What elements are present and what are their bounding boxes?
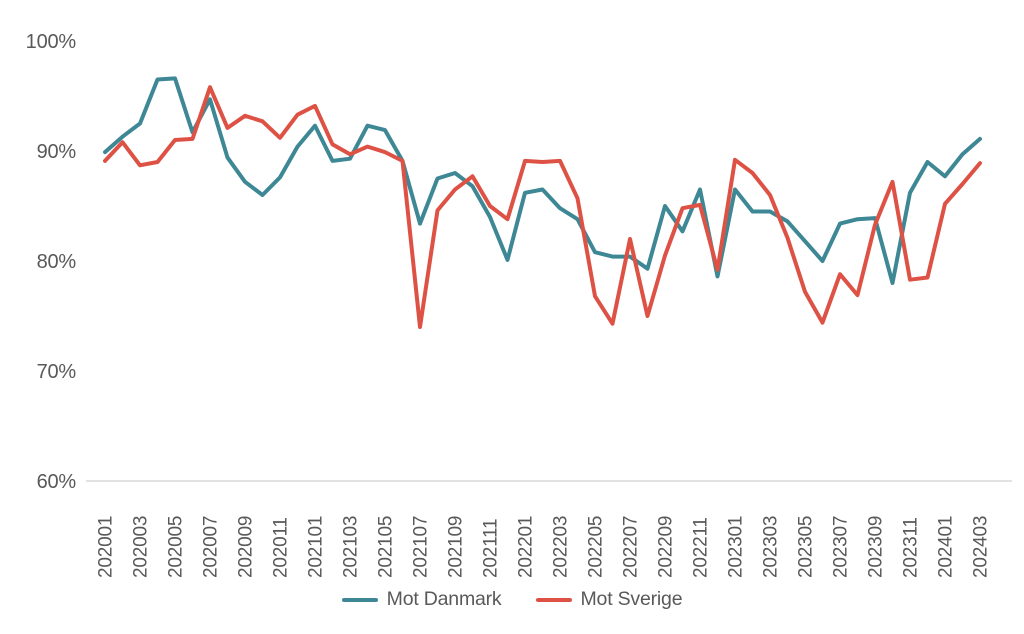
legend-item-mot-sverige: Mot Sverige bbox=[535, 588, 683, 611]
x-axis-tick-label: 202011 bbox=[271, 517, 292, 578]
x-axis-tick-label: 202309 bbox=[866, 516, 887, 578]
legend-line-swatch-danmark bbox=[341, 597, 378, 602]
x-axis-tick-label: 202005 bbox=[166, 516, 187, 578]
x-axis-tick-label: 202211 bbox=[691, 517, 712, 578]
x-axis-tick-label: 202007 bbox=[201, 516, 222, 578]
series-line-mot-danmark bbox=[103, 76, 982, 285]
x-axis-tick-label: 202209 bbox=[656, 516, 677, 578]
x-axis-tick-label: 202003 bbox=[131, 516, 152, 578]
y-axis-tick-label: 100% bbox=[26, 31, 77, 53]
legend-label-mot-sverige: Mot Sverige bbox=[580, 588, 683, 610]
x-axis-tick-label: 202001 bbox=[96, 516, 117, 578]
y-axis-tick-label: 60% bbox=[37, 471, 77, 493]
legend-label-mot-danmark: Mot Danmark bbox=[386, 588, 502, 610]
y-axis-tick-label: 70% bbox=[37, 361, 77, 383]
x-axis-tick-label: 202101 bbox=[306, 516, 327, 578]
x-axis-tick-label: 202107 bbox=[411, 516, 432, 578]
x-axis-tick-label: 202307 bbox=[831, 516, 852, 578]
x-axis-tick-label: 202403 bbox=[971, 516, 992, 578]
x-axis-tick-label: 202009 bbox=[236, 516, 257, 578]
x-axis-tick-label: 202401 bbox=[936, 516, 957, 578]
legend-line-swatch-sverige bbox=[535, 597, 572, 602]
x-axis-tick-label: 202205 bbox=[586, 516, 607, 578]
x-axis-tick-label: 202111 bbox=[481, 519, 502, 578]
y-axis-tick-label: 90% bbox=[37, 141, 77, 163]
x-axis-tick-label: 202301 bbox=[726, 516, 747, 578]
x-axis-tick-label: 202305 bbox=[796, 516, 817, 578]
x-axis-tick-label: 202303 bbox=[761, 516, 782, 578]
legend-item-mot-danmark: Mot Danmark bbox=[341, 588, 502, 611]
x-axis-tick-label: 202311 bbox=[901, 517, 922, 578]
x-axis-tick-label: 202103 bbox=[341, 516, 362, 578]
x-axis-tick-label: 202109 bbox=[446, 516, 467, 578]
legend: Mot Danmark Mot Sverige bbox=[0, 588, 1024, 611]
series-line-mot-sverige bbox=[103, 85, 982, 329]
y-axis-tick-label: 80% bbox=[37, 251, 77, 273]
x-axis-tick-label: 202201 bbox=[516, 516, 537, 578]
x-axis-tick-label: 202105 bbox=[376, 516, 397, 578]
x-axis-tick-label: 202207 bbox=[621, 516, 642, 578]
x-axis-tick-label: 202203 bbox=[551, 516, 572, 578]
